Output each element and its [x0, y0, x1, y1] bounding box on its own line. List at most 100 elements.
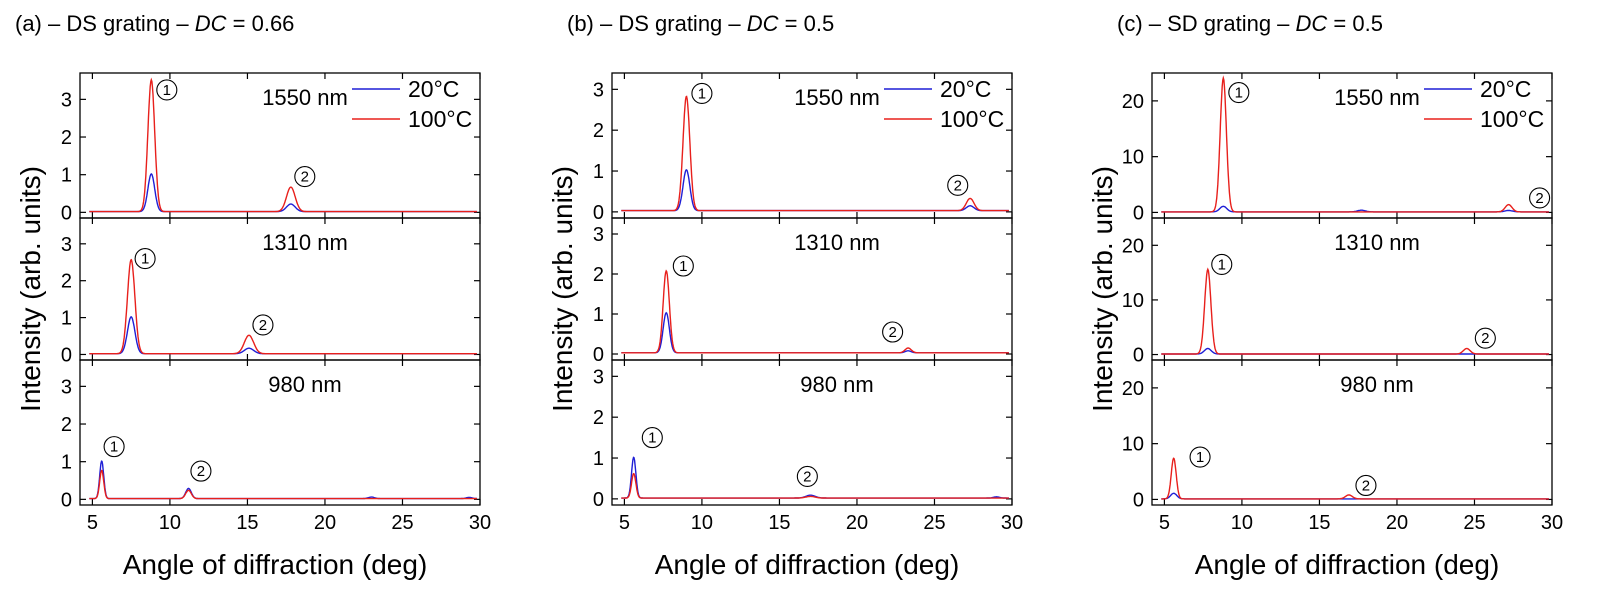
wavelength-label: 1310 nm — [794, 230, 880, 255]
diffraction-order-marker: 1 — [672, 255, 694, 277]
y-tick-label: 3 — [61, 376, 72, 398]
order-circle — [294, 166, 316, 188]
y-tick-label: 3 — [61, 234, 72, 256]
wavelength-label: 980 nm — [800, 372, 873, 397]
order-label: 2 — [888, 324, 896, 341]
legend: 20°C 100°C — [884, 76, 1004, 132]
y-tick-label: 10 — [1122, 147, 1144, 169]
order-circle — [1474, 327, 1496, 349]
y-tick-label: 1 — [593, 448, 604, 470]
y-tick-label: 0 — [593, 489, 604, 511]
x-tick-label: 20 — [1386, 512, 1408, 534]
order-circle — [1211, 253, 1233, 275]
series-100C-line — [1161, 457, 1549, 500]
y-tick-label: 0 — [593, 344, 604, 366]
order-circle — [1355, 474, 1377, 497]
y-tick-label: 0 — [61, 344, 72, 366]
diffraction-order-marker: 1 — [641, 427, 663, 449]
x-tick-label: 5 — [1159, 512, 1170, 534]
x-tick-label: 30 — [1541, 512, 1563, 534]
order-label: 2 — [259, 317, 267, 334]
y-tick-label: 1 — [61, 165, 72, 187]
y-tick-label: 3 — [593, 224, 604, 246]
legend-entry: 20°C — [940, 76, 991, 102]
x-tick-label: 15 — [1308, 512, 1330, 534]
y-tick-label: 1 — [61, 452, 72, 474]
diffraction-order-marker: 2 — [882, 321, 904, 343]
series-100C-line — [1161, 267, 1549, 355]
chart-panel-b: (b) – DS grating – DC = 0.5 0 1 2 3 1 2 1550 nm… — [547, 11, 1023, 580]
order-circle — [947, 174, 969, 196]
legend-entry: 100°C — [408, 106, 472, 132]
x-axis-label: Angle of diffraction (deg) — [123, 549, 428, 580]
y-tick-label: 3 — [593, 366, 604, 388]
x-tick-label: 10 — [691, 512, 713, 534]
x-tick-label: 5 — [87, 512, 98, 534]
order-circle — [672, 255, 694, 277]
x-axis-label: Angle of diffraction (deg) — [655, 549, 960, 580]
y-tick-label: 0 — [61, 489, 72, 511]
order-circle — [156, 79, 178, 101]
series-100C-line — [1161, 75, 1549, 213]
series-20C-line — [89, 316, 477, 355]
order-circle — [103, 436, 125, 458]
chart-title-suffix: = 0.5 — [779, 11, 835, 36]
order-label: 2 — [803, 468, 811, 485]
chart-title-main: (b) – DS grating – — [567, 11, 747, 36]
legend-entry: 100°C — [1480, 106, 1544, 132]
order-label: 2 — [1535, 190, 1543, 207]
order-circle — [641, 427, 663, 449]
subplot-1550-nm: 0 10 20 1 2 1550 nm 20°C 100°C — [1122, 72, 1553, 224]
order-label: 1 — [648, 430, 656, 447]
y-tick-label: 0 — [1133, 489, 1144, 511]
y-tick-label: 1 — [593, 304, 604, 326]
series-20C-line — [1161, 347, 1549, 355]
y-tick-label: 2 — [61, 414, 72, 436]
subplot-1550-nm: 0 1 2 3 1 2 1550 nm 20°C 100°C — [61, 72, 481, 224]
subplot-1310-nm: 0 1 2 3 1 2 1310 nm — [593, 217, 1013, 366]
order-label: 1 — [141, 251, 149, 268]
x-axis-label: Angle of diffraction (deg) — [1195, 549, 1500, 580]
chart-title-italic: DC — [1296, 11, 1328, 36]
x-tick-label: 30 — [1001, 512, 1023, 534]
subplot-frame — [611, 359, 1013, 506]
chart-title-italic: DC — [747, 11, 779, 36]
y-axis-label: Intensity (arb. units) — [547, 166, 578, 412]
order-circle — [134, 248, 156, 270]
diffraction-order-marker: 2 — [947, 174, 969, 196]
y-tick-label: 0 — [1133, 202, 1144, 224]
y-tick-label: 3 — [593, 79, 604, 101]
series-100C-line — [89, 469, 477, 500]
legend: 20°C 100°C — [1424, 76, 1544, 132]
subplot-frame — [79, 359, 481, 506]
order-circle — [691, 82, 713, 104]
y-tick-label: 1 — [61, 308, 72, 330]
chart-title-suffix: = 0.66 — [227, 11, 295, 36]
order-circle — [190, 460, 212, 482]
y-tick-label: 0 — [593, 202, 604, 224]
y-tick-label: 20 — [1122, 378, 1144, 400]
chart-title: (b) – DS grating – DC = 0.5 — [567, 11, 834, 36]
diffraction-order-marker: 1 — [1228, 81, 1250, 104]
order-circle — [796, 465, 818, 487]
diffraction-order-marker: 2 — [294, 166, 316, 188]
order-label: 2 — [1362, 477, 1370, 494]
x-tick-label: 10 — [1231, 512, 1253, 534]
order-label: 1 — [1218, 256, 1226, 273]
chart-title: (c) – SD grating – DC = 0.5 — [1117, 11, 1383, 36]
order-label: 1 — [1196, 449, 1204, 466]
series-100C-line — [621, 472, 1009, 499]
order-circle — [882, 321, 904, 343]
subplot-frame — [1151, 359, 1553, 506]
diffraction-order-marker: 1 — [156, 79, 178, 101]
order-label: 1 — [163, 82, 171, 99]
order-label: 2 — [954, 177, 962, 194]
y-tick-label: 3 — [61, 89, 72, 111]
legend-entry: 20°C — [408, 76, 459, 102]
chart-title-suffix: = 0.5 — [1327, 11, 1383, 36]
x-tick-label: 20 — [314, 512, 336, 534]
x-tick-label: 10 — [159, 512, 181, 534]
diffraction-order-marker: 1 — [103, 436, 125, 458]
diffraction-order-marker: 2 — [190, 460, 212, 482]
